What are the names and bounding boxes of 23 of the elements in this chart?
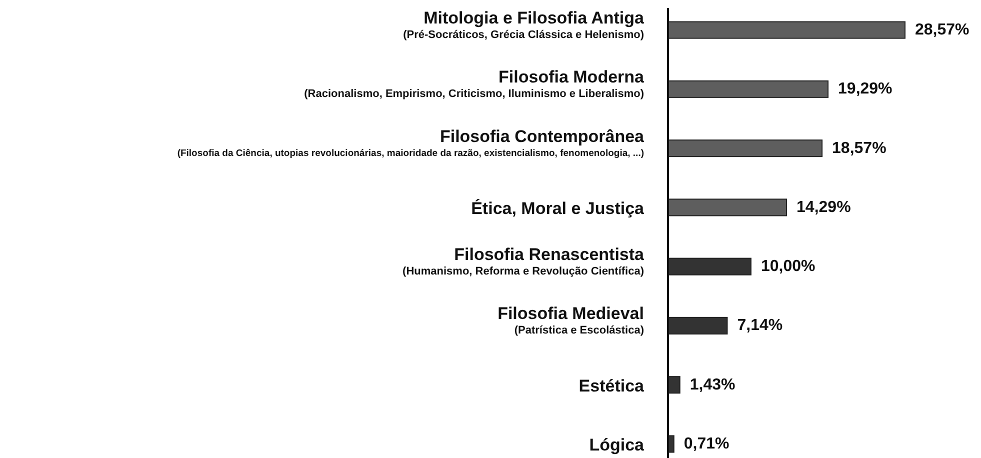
y-tick-label: Filosofia Contemporânea (Filosofia da Ciência, utopias revolucionárias, maioridade da razão, existencialismo, fenomenologia, ...) (177, 126, 645, 159)
y-tick-label: Estética (578, 376, 645, 396)
y-tick-label: Filosofia Medieval (Patrística e Escolástica) (498, 304, 644, 337)
bar (668, 21, 906, 39)
bar (668, 316, 728, 334)
bar (668, 376, 680, 394)
data-label: 28,57% (915, 22, 970, 39)
bar (668, 198, 788, 216)
data-label: 10,00% (760, 258, 816, 276)
y-tick-label: Filosofia Moderna (Racionalismo, Empirismo, Criticismo, Iluminismo e Liberalismo) (304, 68, 645, 100)
y-tick-label: Ética, Moral e Justiça (471, 198, 645, 218)
data-label: 14,29% (796, 198, 851, 216)
y-tick-label: Mitologia e Filosofia Antiga (Pré-Socráticos, Grécia Clássica e Helenismo) (403, 8, 645, 42)
y-tick-label: Filosofia Renascentista (Humanismo, Reforma e Revolução Científica) (402, 245, 645, 278)
data-label: 19,29% (838, 80, 892, 98)
bar (668, 80, 829, 98)
data-label: 1,43% (690, 376, 736, 394)
bar (668, 258, 752, 276)
data-label: 18,57% (832, 140, 886, 157)
data-label: 7,14% (737, 317, 783, 334)
bar (668, 140, 823, 158)
data-label: 0,71% (684, 435, 730, 452)
y-tick-label: Lógica (589, 435, 645, 454)
